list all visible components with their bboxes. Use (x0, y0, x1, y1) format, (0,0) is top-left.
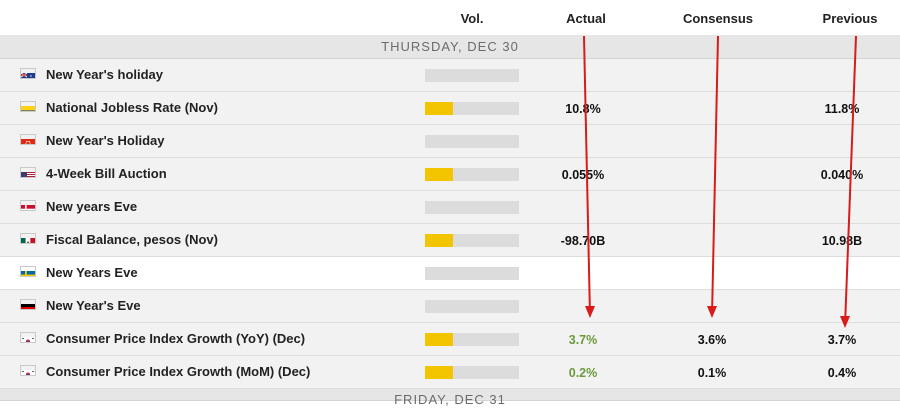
de-flag-icon (20, 299, 36, 310)
event-name[interactable]: Fiscal Balance, pesos (Nov) (46, 232, 218, 247)
actual-value: 10.8% (565, 102, 601, 116)
co-flag-icon (20, 101, 36, 112)
mx-flag-icon (20, 233, 36, 244)
volume-bar (425, 366, 519, 379)
consensus-value: 0.1% (697, 366, 727, 380)
table-row[interactable]: Consumer Price Index Growth (YoY) (Dec) … (0, 323, 900, 356)
volume-fill (425, 102, 453, 115)
event-name[interactable]: New Years Eve (46, 265, 138, 280)
volume-bar (425, 135, 519, 148)
volume-fill (425, 333, 453, 346)
table-row[interactable]: New Year's Eve (0, 290, 900, 323)
hk-flag-icon (20, 134, 36, 145)
au-flag-icon (20, 68, 36, 79)
kr-flag-icon (20, 365, 36, 376)
volume-bar (425, 201, 519, 214)
volume-bar (425, 69, 519, 82)
us-flag-icon (20, 167, 36, 178)
day-header: FRIDAY, DEC 31 (0, 389, 900, 407)
table-row[interactable]: New years Eve (0, 191, 900, 224)
actual-value: 0.2% (568, 366, 598, 380)
volume-fill (425, 168, 453, 181)
column-header-consensus[interactable]: Consensus (682, 11, 754, 26)
previous-value: 0.040% (820, 168, 864, 182)
event-name[interactable]: New Year's holiday (46, 67, 164, 82)
volume-bar (425, 267, 519, 280)
volume-bar (425, 234, 519, 247)
table-row[interactable]: New Years Eve (0, 257, 900, 290)
event-name[interactable]: National Jobless Rate (Nov) (46, 100, 218, 115)
actual-value: 3.7% (568, 333, 598, 347)
table-row[interactable]: Fiscal Balance, pesos (Nov) -98.70B 10.9… (0, 224, 900, 257)
se-flag-icon (20, 266, 36, 277)
event-name[interactable]: Consumer Price Index Growth (YoY) (Dec) (46, 331, 306, 346)
table-row[interactable]: New Year's Holiday (0, 125, 900, 158)
event-name[interactable]: New Year's Holiday (46, 133, 165, 148)
previous-value: 10.98B (821, 234, 863, 248)
table-row[interactable]: New Year's holiday (0, 59, 900, 92)
table-row[interactable]: National Jobless Rate (Nov) 10.8% 11.8% (0, 92, 900, 125)
volume-fill (425, 234, 453, 247)
column-header-previous[interactable]: Previous (822, 11, 878, 26)
column-header-actual[interactable]: Actual (566, 11, 606, 26)
previous-value: 0.4% (827, 366, 857, 380)
dk-flag-icon (20, 200, 36, 211)
actual-value: -98.70B (560, 234, 606, 248)
volume-bar (425, 333, 519, 346)
volume-bar (425, 168, 519, 181)
event-name[interactable]: 4-Week Bill Auction (46, 166, 167, 181)
table-row[interactable]: 4-Week Bill Auction 0.055% 0.040% (0, 158, 900, 191)
previous-value: 3.7% (827, 333, 857, 347)
volume-bar (425, 102, 519, 115)
event-name[interactable]: Consumer Price Index Growth (MoM) (Dec) (46, 364, 311, 379)
event-name[interactable]: New Year's Eve (46, 298, 141, 313)
kr-flag-icon (20, 332, 36, 343)
volume-bar (425, 300, 519, 313)
actual-value: 0.055% (561, 168, 605, 182)
volume-fill (425, 366, 453, 379)
table-row[interactable]: Consumer Price Index Growth (MoM) (Dec) … (0, 356, 900, 389)
table-header: Vol. Actual Consensus Previous (0, 0, 900, 36)
consensus-value: 3.6% (697, 333, 727, 347)
column-header-vol[interactable]: Vol. (460, 11, 484, 26)
previous-value: 11.8% (824, 102, 860, 116)
day-header: THURSDAY, DEC 30 (0, 35, 900, 59)
event-name[interactable]: New years Eve (46, 199, 138, 214)
